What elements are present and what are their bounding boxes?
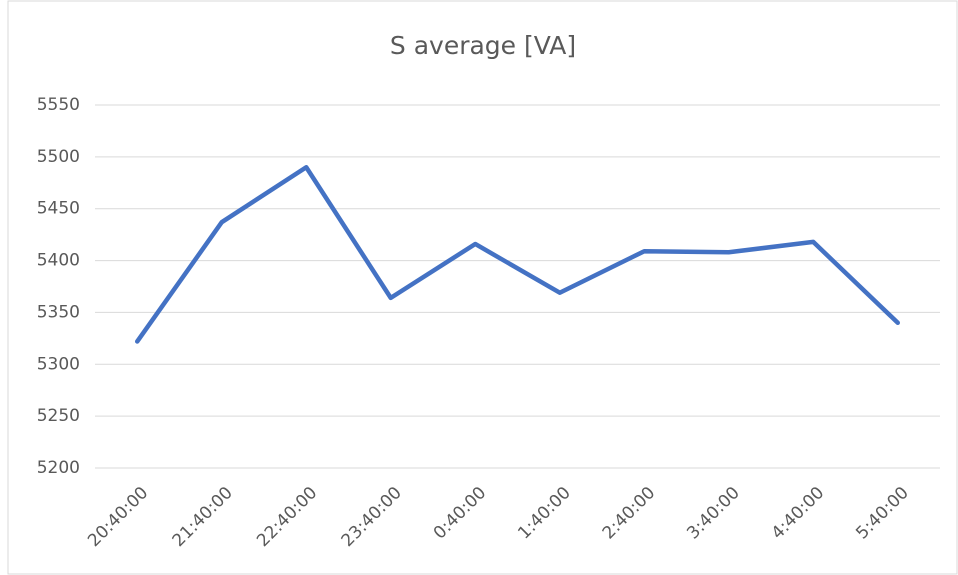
chart-title: S average [VA]: [390, 31, 576, 60]
y-tick-label: 5500: [37, 147, 80, 167]
y-tick-label: 5350: [37, 302, 80, 322]
y-tick-label: 5200: [37, 458, 80, 478]
y-tick-label: 5550: [37, 95, 80, 115]
y-tick-label: 5450: [37, 199, 80, 219]
y-tick-label: 5300: [37, 354, 80, 374]
y-tick-label: 5250: [37, 406, 80, 426]
y-tick-label: 5400: [37, 251, 80, 271]
chart-border: [7, 0, 958, 575]
data-line: [135, 164, 900, 344]
